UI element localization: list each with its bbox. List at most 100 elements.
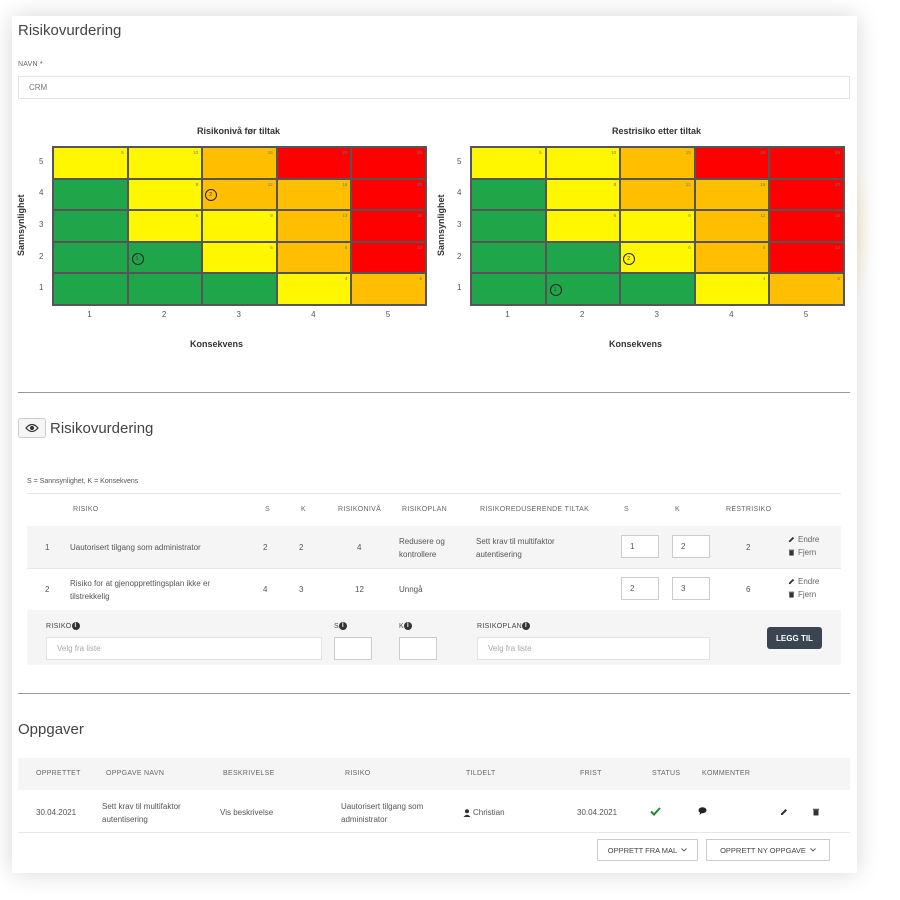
- cell-score: 20: [760, 150, 766, 155]
- create-from-template-button[interactable]: OPPRETT FRA MAL: [597, 839, 698, 861]
- task-risk: Uautorisert tilgang som administrator: [341, 802, 424, 824]
- chevron-down-icon: [681, 848, 688, 852]
- cell-score: 6: [688, 244, 691, 250]
- chart2-title: Restrisiko etter tiltak: [611, 126, 702, 136]
- matrix-cell: 3: [471, 210, 546, 242]
- row1-rest-s-input[interactable]: 1: [621, 535, 659, 558]
- risk-marker[interactable]: 1: [549, 284, 562, 297]
- cell-score: 15: [834, 213, 840, 219]
- row2-level: 12: [355, 585, 364, 594]
- row1-plan: Redusere og kontrollere: [399, 537, 445, 559]
- cell-score: 5: [121, 150, 124, 155]
- name-input[interactable]: CRM: [18, 76, 850, 99]
- task-created: 30.04.2021: [36, 808, 77, 817]
- cell-score: 8: [762, 244, 766, 250]
- row2-rest-k-input[interactable]: 3: [672, 577, 710, 600]
- matrix-cell: 10: [127, 147, 203, 179]
- matrix-cell: 12: [620, 178, 695, 211]
- cell-score: 4: [121, 181, 124, 187]
- row-divider: [27, 568, 841, 569]
- matrix-cell: 4: [545, 241, 621, 274]
- pencil-icon[interactable]: [780, 808, 788, 816]
- matrix-cell: 3: [202, 273, 277, 305]
- required-mark: *: [39, 61, 43, 68]
- cell-score: 6: [195, 213, 199, 219]
- x-tick-label: 1: [505, 310, 510, 319]
- add-s-input[interactable]: [334, 637, 372, 660]
- row2-rest-s-input[interactable]: 2: [621, 577, 659, 600]
- trash-icon: [788, 591, 795, 598]
- x-tick-label: 3: [654, 310, 659, 319]
- row1-k: 2: [299, 543, 304, 552]
- tcol-name: OPPGAVE NAVN: [106, 770, 165, 777]
- row1-edit-link[interactable]: Endre: [788, 535, 819, 544]
- risk-marker[interactable]: 1: [131, 252, 144, 265]
- info-icon: i: [338, 622, 347, 630]
- cell-score: 4: [539, 181, 542, 187]
- risk-marker[interactable]: 2: [205, 189, 218, 202]
- row1-remove-link[interactable]: Fjern: [788, 548, 816, 557]
- cell-score: 4: [195, 244, 199, 250]
- matrix-cell: 5: [471, 147, 546, 179]
- row2-remove-link[interactable]: Fjern: [788, 590, 816, 599]
- check-icon[interactable]: [650, 807, 661, 816]
- matrix-cell: 16: [276, 178, 352, 211]
- comment-icon[interactable]: [698, 807, 707, 815]
- eye-icon: [25, 423, 39, 433]
- x-tick-label: 4: [729, 310, 734, 319]
- risk-marker-label: 1: [553, 287, 557, 294]
- matrix-cell: 5: [769, 273, 844, 305]
- tcol-description: BESKRIVELSE: [223, 770, 275, 777]
- add-risk-label: RISIKO i: [46, 622, 80, 630]
- chart2-matrix: 5 10 15 20 25 4 8 12 16 20 3 6 9 12 15 2 4 6 2 8 10 1 2 1 3 4 5: [470, 146, 845, 306]
- cell-score: 4: [613, 244, 617, 250]
- add-k-input[interactable]: [399, 637, 437, 660]
- row2-risk: Risiko for at gjenopprettingsplan ikke e…: [70, 579, 211, 601]
- risk-marker-label: 1: [135, 255, 139, 262]
- row1-risk: Uautorisert tilgang som administrator: [70, 543, 201, 552]
- matrix-cell: 25: [351, 147, 426, 179]
- risk-marker[interactable]: 2: [623, 252, 636, 265]
- chevron-down-icon: [810, 848, 816, 852]
- x-tick-label: 5: [803, 310, 809, 319]
- chart2-xlabel: Konsekvens: [609, 339, 663, 349]
- y-tick-label: 1: [39, 283, 44, 293]
- chart1-ylabel: Sannsynlighet: [16, 194, 26, 256]
- matrix-cell: 15: [202, 147, 277, 179]
- trash-icon[interactable]: [812, 808, 820, 816]
- name-label-text: NAVN: [18, 61, 38, 68]
- tasks-title: Oppgaver: [18, 721, 84, 738]
- task-deadline: 30.04.2021: [577, 808, 618, 817]
- row1-no: 1: [45, 543, 50, 552]
- cell-score: 9: [270, 213, 273, 219]
- y-tick-label: 5: [39, 156, 44, 166]
- add-risk-select[interactable]: Velg fra liste: [46, 637, 322, 660]
- y-tick-label: 2: [457, 251, 462, 261]
- add-plan-select[interactable]: Velg fra liste: [477, 637, 710, 660]
- cell-score: 8: [195, 181, 199, 187]
- cell-score: 15: [685, 150, 691, 155]
- cell-score: 10: [611, 150, 617, 155]
- add-plan-label: RISIKOPLAN i: [477, 622, 531, 630]
- cell-score: 6: [270, 244, 273, 250]
- add-risk-button[interactable]: LEGG TIL: [767, 627, 822, 649]
- add-k-label-text: K: [399, 622, 404, 630]
- matrix-cell: 2: [53, 241, 128, 274]
- task-description-link[interactable]: Vis beskrivelse: [220, 808, 274, 817]
- matrix-cell: 25: [769, 147, 844, 179]
- row1-s: 2: [263, 543, 268, 552]
- task-assigned-name: Christian: [473, 808, 505, 817]
- cell-score: 12: [760, 213, 766, 219]
- row2-edit-link[interactable]: Endre: [788, 577, 819, 586]
- info-icon: i: [71, 622, 80, 630]
- matrix-cell: 6: [545, 210, 621, 242]
- matrix-cell: 20: [769, 178, 844, 211]
- matrix-cell: 6: [127, 210, 203, 242]
- row1-rest-k-input[interactable]: 2: [672, 535, 710, 558]
- create-new-task-button[interactable]: OPPRETT NY OPPGAVE: [706, 839, 830, 861]
- toggle-visibility-button[interactable]: [18, 418, 46, 438]
- divider-1: [18, 392, 850, 393]
- matrix-cell: 1: [471, 273, 546, 305]
- cell-score: 6: [613, 213, 617, 219]
